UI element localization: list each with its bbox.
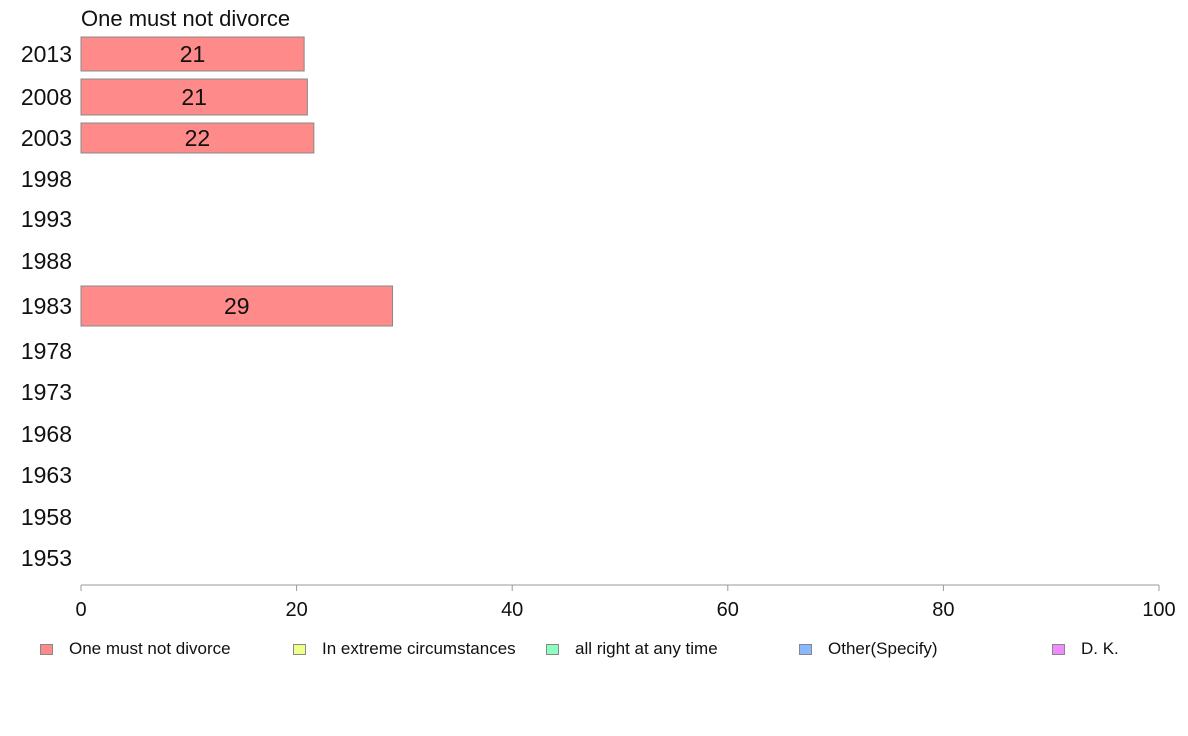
x-tick-label: 0 xyxy=(75,599,86,621)
y-tick-label: 1978 xyxy=(21,338,72,364)
x-tick-label: 60 xyxy=(717,599,739,621)
y-tick-label: 1953 xyxy=(21,545,72,571)
y-tick-label: 1968 xyxy=(21,421,72,447)
bar xyxy=(80,78,308,116)
bar-value-label: 21 xyxy=(181,84,207,110)
bar-value-label: 22 xyxy=(185,125,211,151)
bar xyxy=(80,122,315,154)
y-tick-label: 1988 xyxy=(21,248,72,274)
y-tick-label: 1958 xyxy=(21,504,72,530)
legend-swatch xyxy=(799,643,812,655)
legend-label: In extreme circumstances xyxy=(322,639,516,658)
bar xyxy=(80,285,394,327)
legend-swatch xyxy=(546,643,559,655)
x-tick-label: 20 xyxy=(285,599,307,621)
x-axis: 0 20 40 60 80 100 xyxy=(75,584,1176,621)
y-tick-label: 1993 xyxy=(21,206,72,232)
bar-value-label: 29 xyxy=(224,293,250,319)
x-tick-label: 40 xyxy=(501,599,523,621)
y-tick-label: 1973 xyxy=(21,379,72,405)
bar-chart: One must not divorce 2013 2008 2003 1998 199… xyxy=(21,6,1176,621)
legend-item-other-specify: Other(Specify) xyxy=(799,638,938,660)
y-tick-label: 1998 xyxy=(21,166,72,192)
legend-item-in-extreme-circumstances: In extreme circumstances xyxy=(293,638,516,660)
legend-label: Other(Specify) xyxy=(828,639,938,658)
chart-title: One must not divorce xyxy=(81,6,290,31)
legend-item-dk: D. K. xyxy=(1052,638,1119,660)
x-tick-label: 100 xyxy=(1142,599,1175,621)
legend-item-one-must-not-divorce: One must not divorce xyxy=(40,638,231,660)
legend-label: One must not divorce xyxy=(69,639,231,658)
y-tick-label: 2008 xyxy=(21,84,72,110)
y-tick-label: 1983 xyxy=(21,293,72,319)
legend-swatch xyxy=(1052,643,1065,655)
legend-item-all-right-at-any-time: all right at any time xyxy=(546,638,718,660)
y-tick-label: 2003 xyxy=(21,125,72,151)
bar-value-label: 21 xyxy=(180,41,206,67)
x-tick-label: 80 xyxy=(932,599,954,621)
y-tick-label: 1963 xyxy=(21,462,72,488)
bars: 21 21 22 29 xyxy=(80,36,394,327)
legend-swatch xyxy=(40,643,53,655)
y-tick-label: 2013 xyxy=(21,41,72,67)
legend-label: D. K. xyxy=(1081,639,1119,658)
bar xyxy=(80,36,305,72)
legend-label: all right at any time xyxy=(575,639,718,658)
legend-swatch xyxy=(293,643,306,655)
y-axis-labels: 2013 2008 2003 1998 1993 1988 1983 1978 1973 1968… xyxy=(21,41,72,571)
legend: One must not divorce In extreme circumst… xyxy=(0,638,1188,660)
